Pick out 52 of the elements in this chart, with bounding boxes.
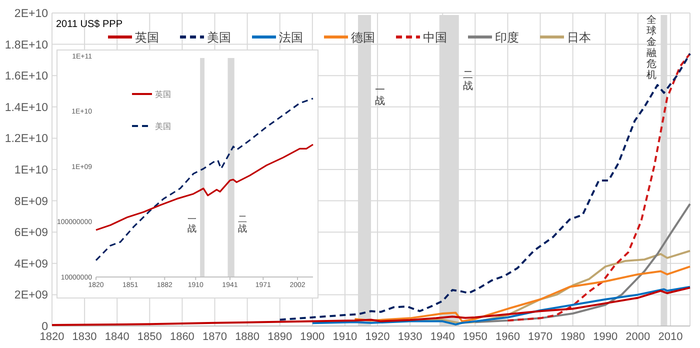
y-tick-label: 1.8E+10 — [4, 39, 48, 52]
x-tick-label: 2000 — [626, 331, 650, 343]
line-series — [474, 202, 691, 324]
y-tick-label: 2E+09 — [14, 290, 48, 302]
x-tick-label: 1820 — [40, 331, 64, 343]
x-tick-label: 1900 — [300, 331, 325, 343]
y-tick-label: 6E+09 — [14, 227, 48, 240]
x-tick-label: 1990 — [593, 331, 618, 343]
band-label: 一战 — [187, 214, 196, 235]
legend-label: 日本 — [567, 30, 591, 44]
x-tick-label: 1880 — [235, 331, 260, 343]
line-series — [95, 144, 314, 231]
x-tick-label: 1830 — [72, 331, 97, 343]
line-series — [354, 266, 691, 322]
line-series — [51, 286, 691, 326]
legend-label: 美国 — [207, 30, 231, 44]
y-tick-label: 2E+10 — [14, 8, 48, 20]
line-series — [95, 98, 314, 262]
band-label: 一战 — [375, 85, 385, 107]
x-tick-label: 1870 — [202, 331, 227, 343]
legend-label: 中国 — [423, 30, 447, 44]
x-tick-label: 1860 — [170, 331, 194, 343]
annotation: 2011 US$ PPP — [56, 19, 123, 30]
x-tick-label: 1950 — [462, 331, 488, 343]
x-tick-label: 1850 — [137, 331, 162, 343]
y-tick-label: 1.6E+10 — [4, 70, 48, 83]
x-tick-label: 1930 — [398, 331, 422, 343]
legend-label: 印度 — [495, 30, 519, 44]
y-tick-label: 8E+09 — [14, 196, 48, 208]
line-series — [311, 286, 691, 326]
legend-label: 德国 — [351, 30, 375, 44]
x-tick-label: 1960 — [495, 331, 520, 343]
legend-label: 英国 — [155, 90, 171, 99]
x-tick-label: 1890 — [268, 331, 292, 343]
band-label: 二战 — [462, 70, 473, 92]
x-tick-label: 1980 — [560, 331, 586, 343]
band-label: 全球金融危机 — [646, 14, 657, 81]
x-tick-label: 1970 — [528, 331, 553, 343]
x-tick-label: 2010 — [658, 331, 683, 343]
x-tick-label: 1920 — [365, 331, 390, 343]
band-label: 二战 — [238, 214, 247, 235]
x-tick-label: 1940 — [430, 331, 455, 343]
y-tick-label: 0 — [42, 321, 48, 334]
y-tick-label: 1E+10 — [14, 164, 48, 177]
y-tick-label: 4E+09 — [14, 258, 48, 270]
y-tick-label: 1.2E+10 — [4, 133, 48, 146]
legend-label: 美国 — [155, 122, 171, 131]
y-tick-label: 1.4E+10 — [4, 102, 48, 114]
x-tick-label: 1840 — [104, 331, 130, 343]
legend-label: 英国 — [135, 30, 159, 44]
x-tick-label: 1910 — [332, 331, 358, 343]
legend-label: 法国 — [279, 30, 303, 44]
